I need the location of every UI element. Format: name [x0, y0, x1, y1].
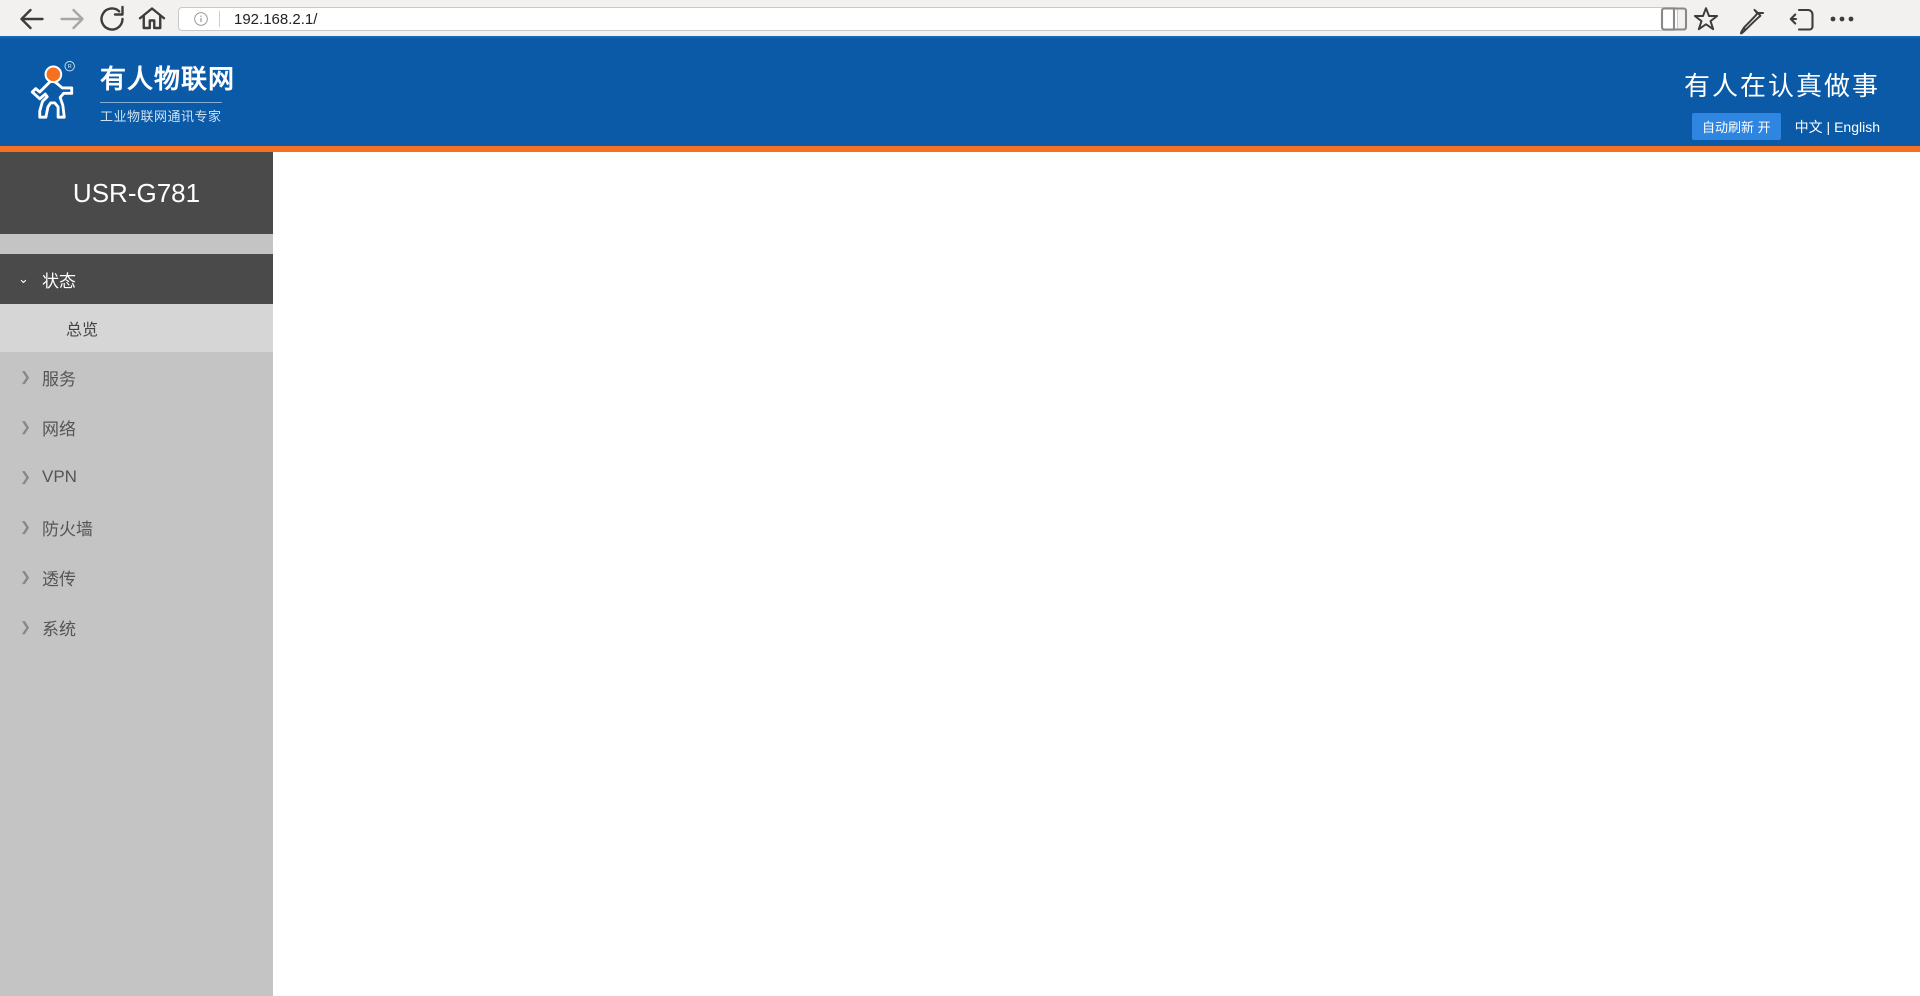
svg-text:R: R	[68, 64, 72, 70]
